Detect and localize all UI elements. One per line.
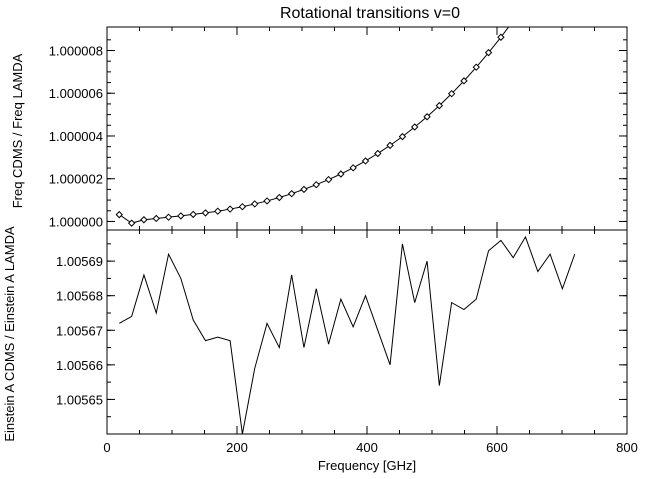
- top-data-point: [152, 214, 160, 223]
- bottom-y-tick-labels: 1.00565 1.00566 1.00567 1.00568 1.00569: [56, 254, 103, 407]
- top-ytick-label: 1.000004: [49, 129, 103, 144]
- top-data-point: [510, 18, 516, 24]
- top-data-point: [127, 219, 136, 227]
- top-y-axis-label: Freq CDMS / Freq LAMDA: [10, 53, 25, 208]
- bottom-y-axis-label: Einstein A CDMS / Einstein A LAMDA: [2, 226, 17, 442]
- x-tick-labels: 0 200 400 600 800: [103, 440, 637, 455]
- top-data-point: [386, 141, 394, 150]
- top-data-point: [411, 123, 419, 131]
- top-data-point: [398, 132, 407, 141]
- top-data-point: [263, 197, 271, 205]
- top-data-point: [287, 189, 296, 198]
- x-tick-label: 0: [103, 440, 110, 455]
- top-data-point: [189, 210, 197, 219]
- top-data-point: [522, 0, 528, 6]
- top-data-point: [349, 164, 357, 172]
- top-data-point: [164, 213, 173, 221]
- top-y-tick-labels: 1.000000 1.000002 1.000004 1.000006 1.000008: [49, 44, 103, 230]
- top-ytick-label: 1.000008: [49, 44, 103, 59]
- bottom-ytick-label: 1.00569: [56, 254, 103, 269]
- top-axis-ticks: [106, 27, 628, 230]
- x-tick-label: 200: [226, 440, 248, 455]
- top-data-point: [484, 48, 493, 57]
- top-data-point: [460, 77, 468, 85]
- x-axis-label: Frequency [GHz]: [318, 458, 416, 473]
- top-data-point: [447, 89, 456, 98]
- top-data-point: [374, 149, 382, 158]
- top-data-point: [312, 180, 320, 189]
- top-data-point: [140, 216, 148, 224]
- bottom-ytick-label: 1.00567: [56, 323, 103, 338]
- top-data-point: [214, 207, 222, 215]
- top-data-point: [324, 175, 333, 184]
- top-data-point: [275, 193, 284, 202]
- bottom-series: [119, 235, 576, 434]
- bottom-panel: Einstein A CDMS / Einstein A LAMDA Frequ…: [2, 226, 638, 473]
- chart-title: Rotational transitions v=0: [280, 5, 460, 22]
- top-data-point: [251, 200, 259, 208]
- top-data-point: [177, 212, 185, 220]
- x-tick-label: 600: [486, 440, 508, 455]
- bottom-axis-ticks: [106, 230, 628, 435]
- top-series: [115, 0, 528, 227]
- top-ytick-label: 1.000000: [49, 214, 103, 229]
- top-panel: Rotational transitions v=0 Freq CDMS / F…: [10, 0, 628, 230]
- bottom-ytick-label: 1.00566: [56, 358, 103, 373]
- bottom-ytick-label: 1.00568: [56, 289, 103, 304]
- top-data-point: [115, 210, 123, 219]
- top-data-point: [423, 113, 431, 121]
- x-tick-label: 800: [616, 440, 638, 455]
- top-data-point: [337, 170, 345, 178]
- bottom-ytick-label: 1.00565: [56, 392, 103, 407]
- top-series-line: [119, 27, 510, 224]
- top-data-point: [226, 205, 234, 213]
- top-data-point: [472, 63, 480, 71]
- top-ytick-label: 1.000002: [49, 172, 103, 187]
- x-tick-label: 400: [356, 440, 378, 455]
- top-frame: [106, 26, 628, 231]
- top-data-point: [238, 203, 247, 211]
- top-data-point: [300, 185, 308, 194]
- top-data-point: [435, 101, 444, 110]
- bottom-frame: [106, 229, 628, 435]
- top-ytick-label: 1.000006: [49, 86, 103, 101]
- top-data-point: [361, 157, 370, 165]
- top-data-point: [201, 209, 210, 217]
- bottom-series-line: [119, 235, 576, 434]
- top-data-point: [497, 33, 505, 41]
